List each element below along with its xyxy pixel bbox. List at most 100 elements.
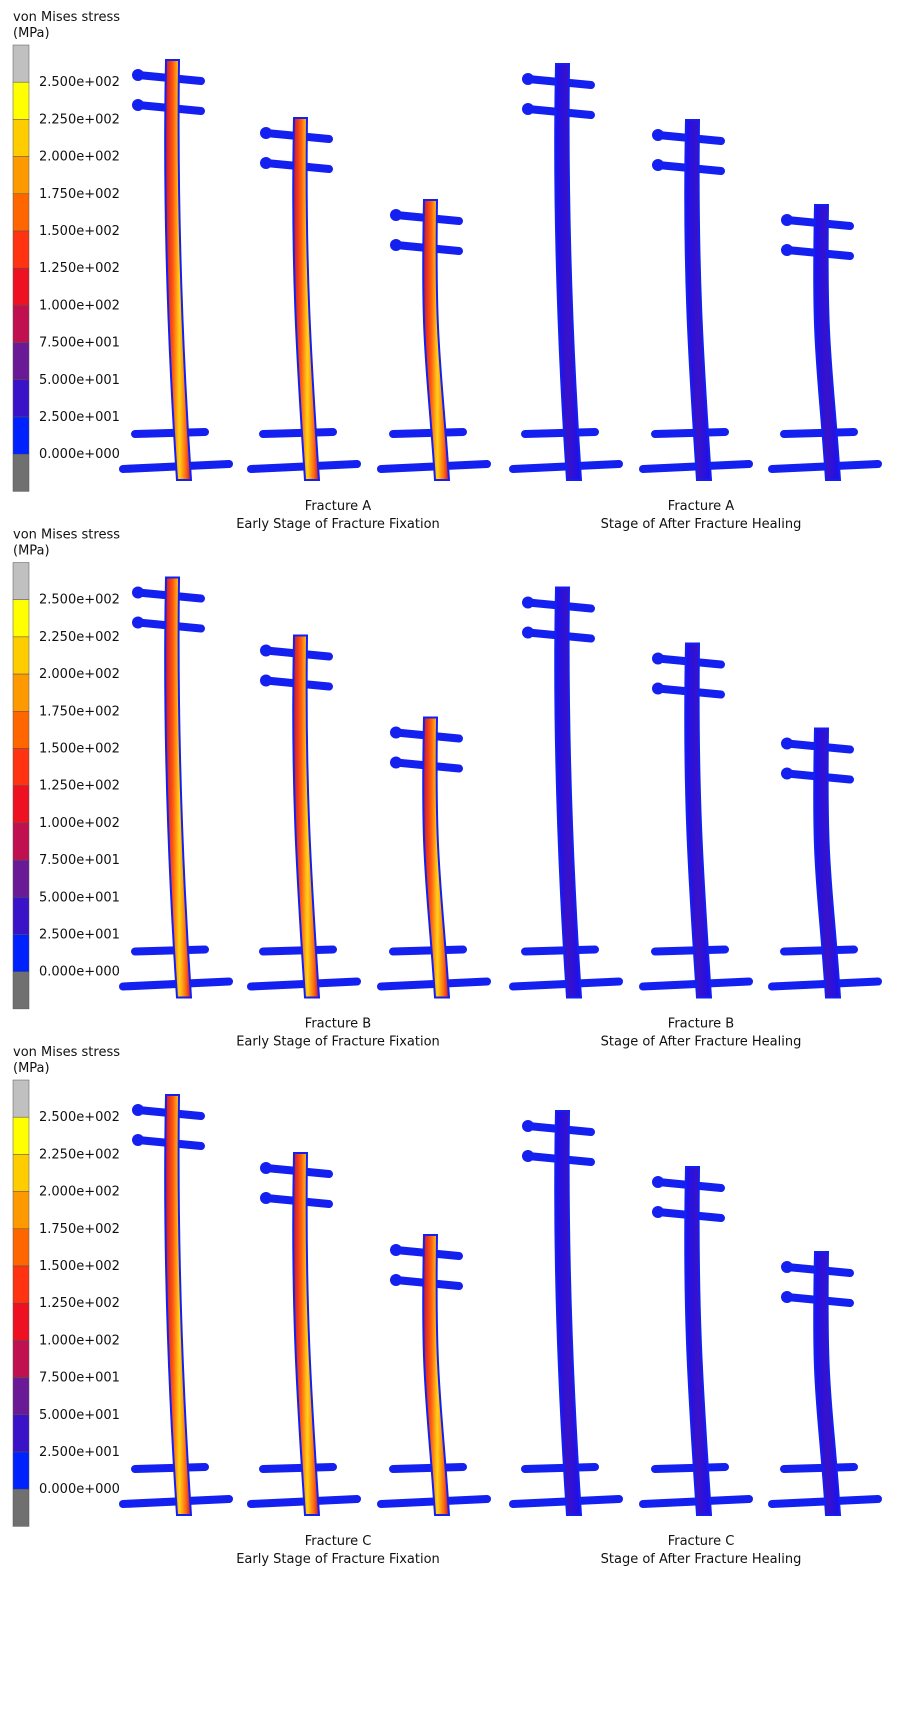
legend-label: 2.500e+002 (39, 1110, 120, 1125)
caption-stage: Stage of After Fracture Healing (601, 1552, 802, 1567)
legend-label: 2.500e+002 (39, 75, 120, 90)
legend-swatch (13, 1303, 29, 1340)
screw (135, 432, 205, 434)
screw (784, 432, 854, 434)
legend-swatch (13, 119, 29, 156)
legend-label: 0.000e+000 (39, 447, 120, 462)
legend-swatch (13, 417, 29, 454)
legend-swatch (13, 82, 29, 119)
page: von Mises stress(MPa)2.500e+0022.250e+00… (0, 0, 907, 1714)
panel: von Mises stress(MPa)2.500e+0022.250e+00… (13, 528, 878, 1050)
screw-head (652, 683, 664, 695)
legend-swatch (13, 563, 29, 600)
legend-swatch (13, 45, 29, 82)
legend-label: 2.250e+002 (39, 112, 120, 127)
legend-swatch (13, 268, 29, 305)
screw-head (781, 244, 793, 256)
legend-label: 2.500e+001 (39, 928, 120, 943)
legend-swatch (13, 1117, 29, 1154)
legend-title: von Mises stress (13, 528, 120, 543)
legend-swatch (13, 823, 29, 860)
figure: von Mises stress(MPa)2.500e+0022.250e+00… (0, 0, 907, 1714)
screw-head (390, 1274, 402, 1286)
screw (135, 1467, 205, 1469)
bone-plate (165, 1095, 191, 1515)
screw-head (390, 727, 402, 739)
caption-fracture: Fracture A (668, 499, 735, 514)
caption-fracture: Fracture B (305, 1017, 371, 1032)
legend-label: 5.000e+001 (39, 1408, 120, 1423)
screw-head (390, 757, 402, 769)
legend-swatch (13, 343, 29, 380)
screw-head (522, 627, 534, 639)
caption-fracture: Fracture B (668, 1017, 734, 1032)
legend-label: 1.500e+002 (39, 1259, 120, 1274)
screw (655, 950, 725, 952)
legend-swatch (13, 897, 29, 934)
screw-head (522, 597, 534, 609)
legend-title: von Mises stress (13, 10, 120, 25)
bone-plate (293, 118, 319, 480)
legend-swatch (13, 1340, 29, 1377)
screw-head (132, 587, 144, 599)
legend-swatch (13, 231, 29, 268)
legend-label: 0.000e+000 (39, 965, 120, 980)
legend-label: 1.000e+002 (39, 1333, 120, 1348)
bone-plate (293, 636, 319, 998)
legend-swatch (13, 1192, 29, 1229)
panel: von Mises stress(MPa) 2.500e+002 2.250e+00… (13, 10, 878, 532)
bone-plate (814, 1252, 840, 1515)
screw-head (260, 675, 272, 687)
screw-head (781, 214, 793, 226)
screw-head (522, 1120, 534, 1132)
screw (784, 950, 854, 952)
bone-plate (165, 60, 191, 480)
legend-swatch (13, 935, 29, 972)
screw-head (260, 127, 272, 139)
screw (525, 432, 595, 434)
screw-head (132, 99, 144, 111)
screw-head (781, 768, 793, 780)
legend-swatch (13, 674, 29, 711)
screw-head (652, 653, 664, 665)
legend-label: 5.000e+001 (39, 373, 120, 388)
legend-label: 1.000e+002 (39, 816, 120, 831)
legend-label: 2.500e+001 (39, 410, 120, 425)
screw-head (781, 1291, 793, 1303)
caption-stage: Stage of After Fracture Healing (601, 1035, 802, 1050)
screw-head (522, 73, 534, 85)
legend-label: 2.000e+002 (39, 1185, 120, 1200)
legend-swatch (13, 860, 29, 897)
legend-label: 5.000e+001 (39, 890, 120, 905)
legend-unit: (MPa) (13, 1061, 50, 1076)
legend-swatch (13, 1378, 29, 1415)
screw (263, 1467, 333, 1469)
legend-swatch (13, 454, 29, 491)
screw-head (781, 738, 793, 750)
screw-head (390, 1244, 402, 1256)
bone-plate (555, 1111, 581, 1515)
screw (263, 950, 333, 952)
legend-unit: (MPa) (13, 26, 50, 41)
screw-head (132, 617, 144, 629)
bone-plate (555, 588, 581, 998)
legend-label: 1.750e+002 (39, 1222, 120, 1237)
screw-head (260, 645, 272, 657)
legend-swatch (13, 1080, 29, 1117)
legend-swatch (13, 157, 29, 194)
screw-head (390, 239, 402, 251)
legend-unit: (MPa) (13, 544, 50, 559)
caption-fracture: Fracture C (668, 1534, 735, 1549)
screw (393, 432, 463, 434)
legend-label: 1.000e+002 (39, 298, 120, 313)
legend-swatch (13, 786, 29, 823)
legend-label: 2.500e+001 (39, 1445, 120, 1460)
legend-swatch (13, 194, 29, 231)
legend-label: 2.000e+002 (39, 150, 120, 165)
screw (525, 1467, 595, 1469)
screw-head (652, 129, 664, 141)
screw-head (260, 1192, 272, 1204)
screw (655, 432, 725, 434)
screw (655, 1467, 725, 1469)
legend-title: von Mises stress (13, 1045, 120, 1060)
